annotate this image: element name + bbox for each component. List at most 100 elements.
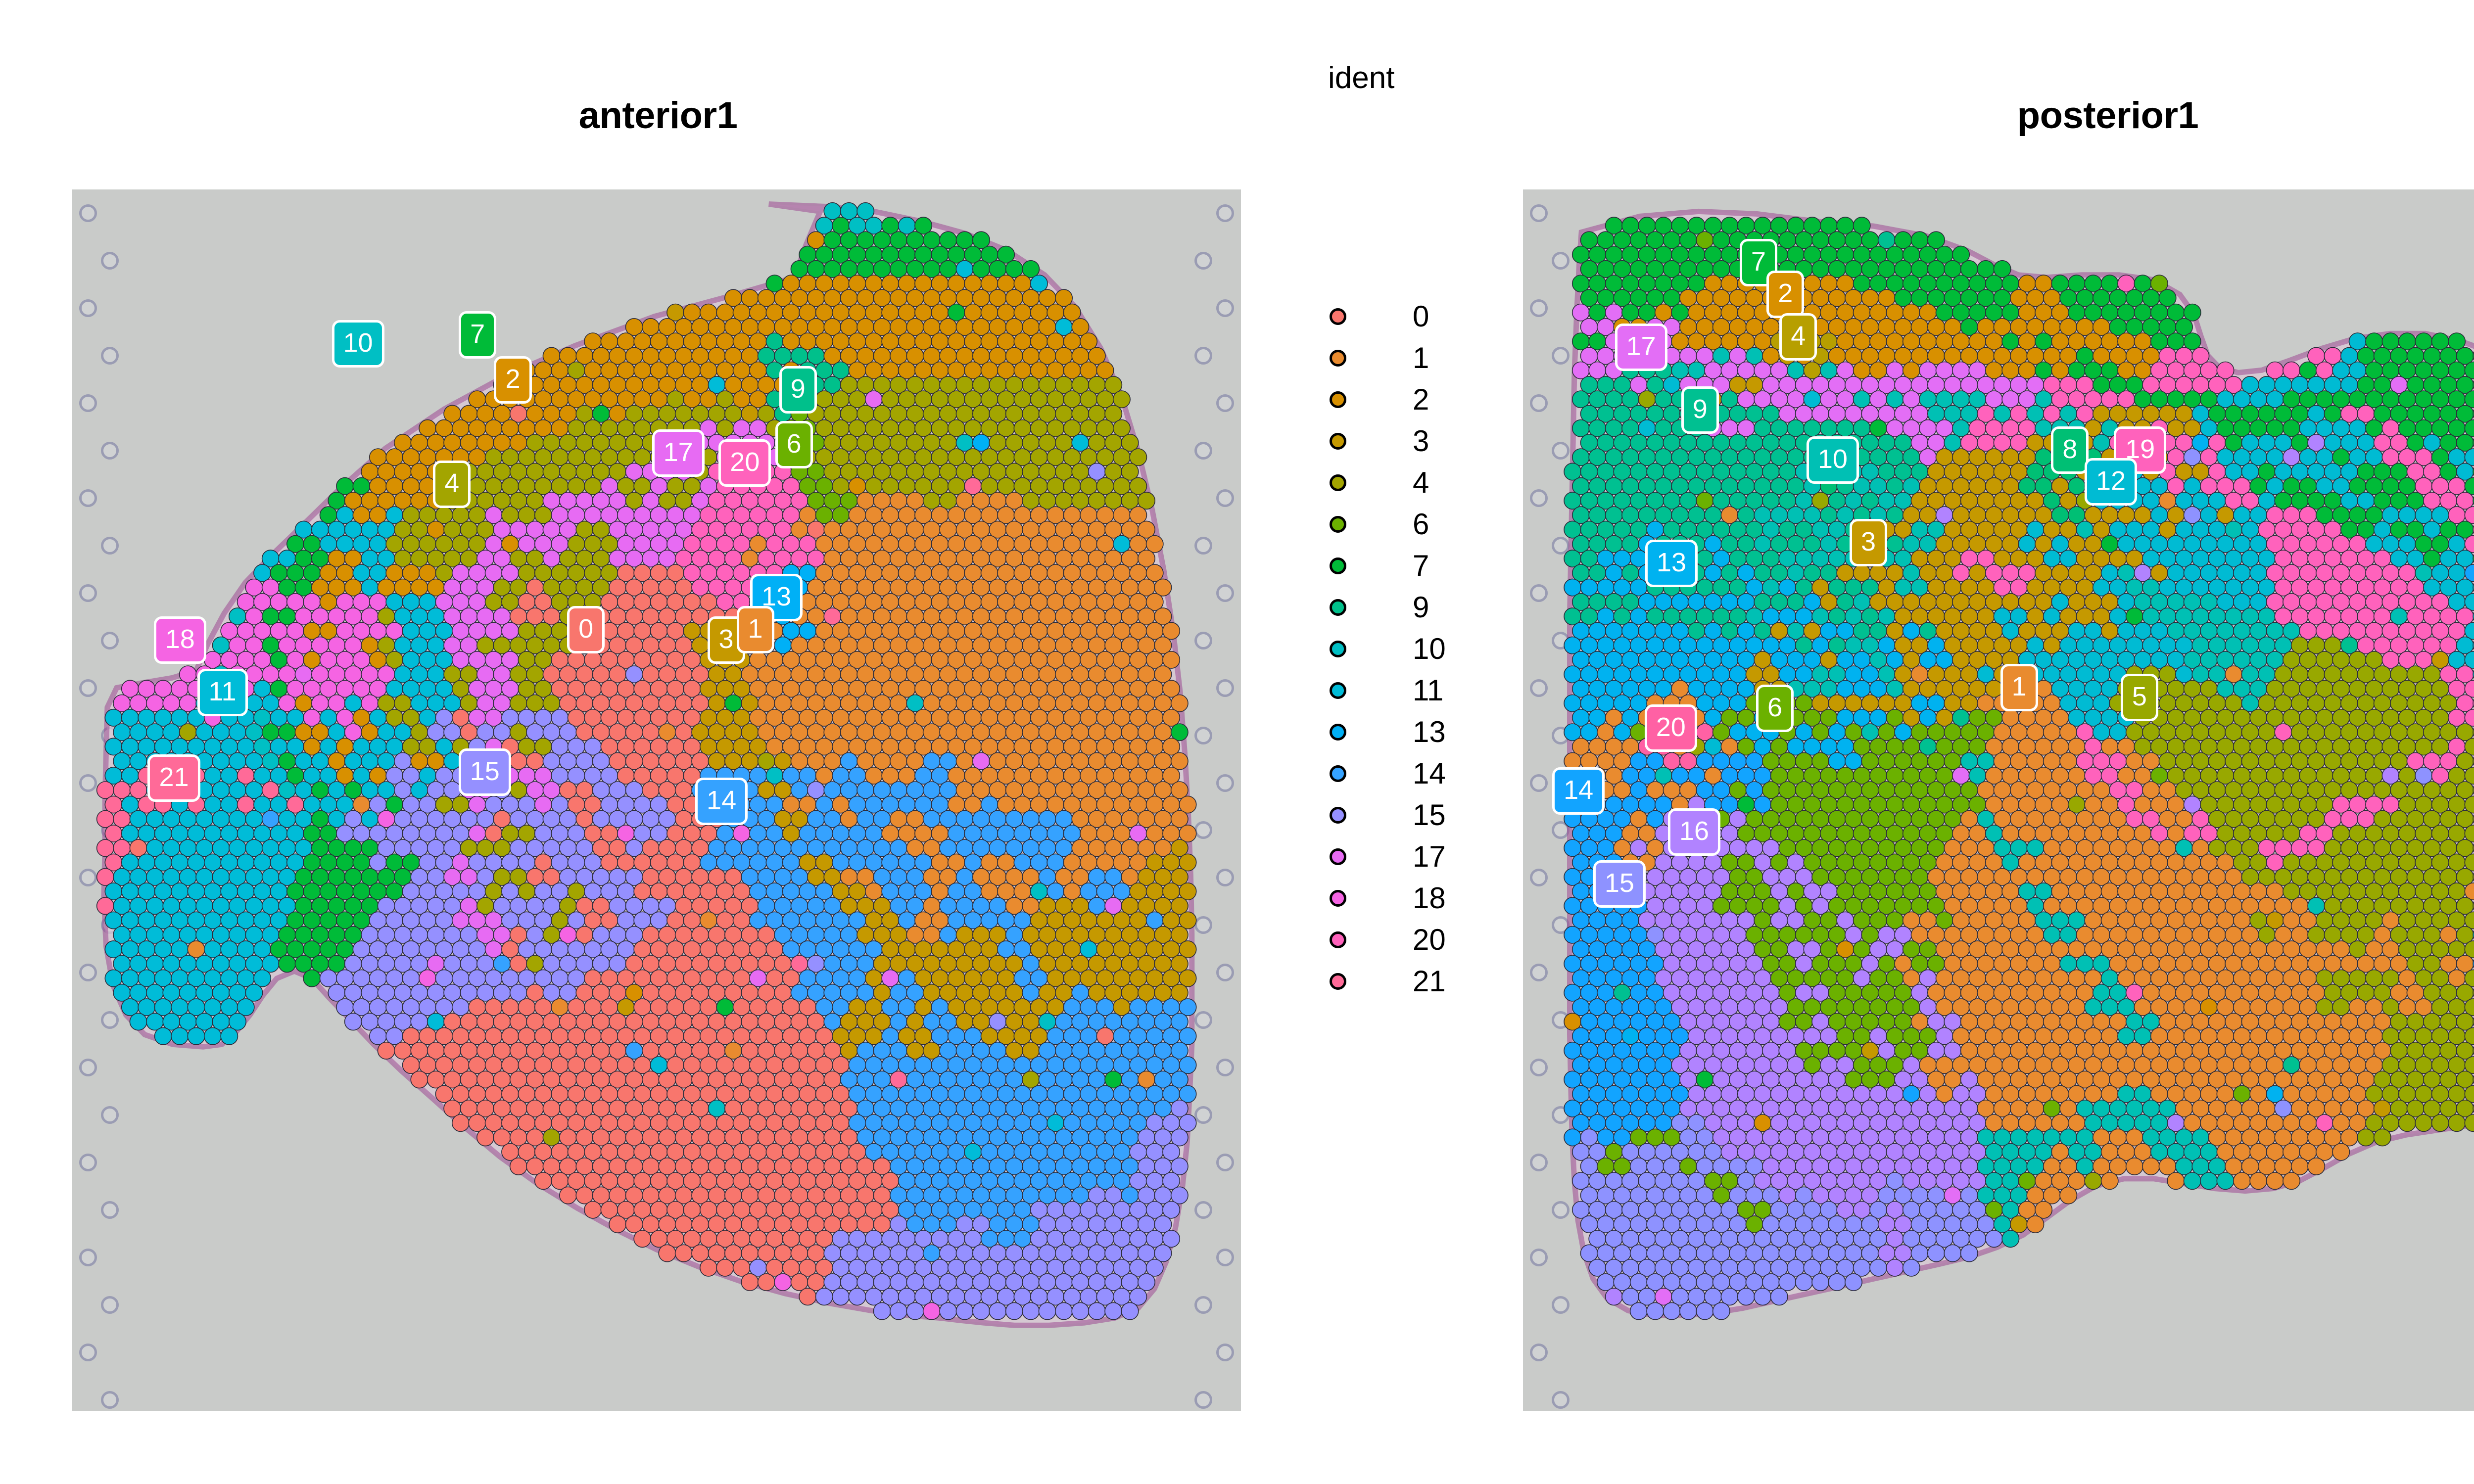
fiducial-marker: [101, 1201, 119, 1219]
cluster-label-17[interactable]: 17: [1615, 323, 1667, 371]
fiducial-marker: [101, 536, 119, 555]
legend-item-label: 14: [1413, 757, 1446, 790]
legend-item-label: 3: [1413, 424, 1429, 458]
cluster-label-15[interactable]: 15: [1593, 860, 1646, 908]
fiducial-marker: [101, 1106, 119, 1124]
legend-color-dot: [1330, 641, 1346, 657]
spot-group: [1564, 217, 2474, 1320]
cluster-label-8[interactable]: 8: [2051, 426, 2089, 474]
fiducial-marker: [79, 1344, 97, 1362]
cluster-label-18[interactable]: 18: [153, 616, 206, 664]
legend-color-dot: [1330, 433, 1346, 450]
fiducial-marker: [1530, 1059, 1548, 1077]
fiducial-marker: [101, 441, 119, 460]
legend-item-label: 2: [1413, 383, 1429, 416]
cluster-label-14[interactable]: 14: [695, 777, 748, 825]
cluster-label-6[interactable]: 6: [775, 421, 813, 469]
legend-color-dot: [1330, 599, 1346, 616]
fiducial-marker: [1216, 584, 1234, 602]
cluster-label-15[interactable]: 15: [458, 748, 511, 796]
cluster-label-7[interactable]: 7: [459, 311, 497, 359]
fiducial-marker: [79, 1059, 97, 1077]
panel-title-anterior1: anterior1: [578, 94, 738, 137]
legend-item-label: 15: [1413, 798, 1446, 832]
legend-title-anterior1: ident: [1328, 61, 1395, 95]
legend-item-label: 9: [1413, 591, 1429, 624]
fiducial-marker: [101, 1011, 119, 1029]
legend-color-dot: [1330, 516, 1346, 533]
legend-item-label: 0: [1413, 300, 1429, 333]
legend-item-label: 10: [1413, 632, 1446, 665]
cluster-label-2[interactable]: 2: [494, 356, 532, 404]
legend-color-dot: [1330, 931, 1346, 948]
legend-color-dot: [1330, 308, 1346, 325]
legend-color-dot: [1330, 557, 1346, 574]
fiducial-marker: [1194, 1201, 1212, 1219]
fiducial-marker: [101, 346, 119, 365]
fiducial-marker: [79, 869, 97, 887]
legend-color-dot: [1330, 474, 1346, 491]
fiducial-marker: [1530, 774, 1548, 792]
fiducial-marker: [79, 299, 97, 317]
fiducial-marker: [1194, 536, 1212, 555]
fiducial-marker: [1530, 1249, 1548, 1267]
fiducial-marker: [79, 1249, 97, 1267]
legend-item-label: 13: [1413, 715, 1446, 748]
fiducial-marker: [79, 679, 97, 697]
spatial-panel-anterior1[interactable]: 10 7 2 9 6 17 20 4 13 0 3 1 18 11 21 15 14: [72, 189, 1241, 1411]
cluster-label-16[interactable]: 16: [1667, 808, 1721, 856]
fiducial-marker: [1216, 964, 1234, 982]
fiducial-marker: [1530, 394, 1548, 412]
fiducial-marker: [1194, 726, 1212, 744]
fiducial-marker: [1194, 631, 1212, 649]
fiducial-marker: [1216, 1059, 1234, 1077]
fiducial-marker: [1194, 251, 1212, 270]
fiducial-marker: [1194, 916, 1212, 934]
fiducial-marker: [1216, 299, 1234, 317]
fiducial-marker: [1552, 346, 1570, 365]
fiducial-marker: [1216, 1154, 1234, 1172]
fiducial-marker: [101, 631, 119, 649]
cluster-label-12[interactable]: 12: [2085, 458, 2138, 506]
cluster-label-14[interactable]: 14: [1552, 767, 1605, 815]
cluster-label-10[interactable]: 10: [332, 320, 384, 368]
cluster-label-13[interactable]: 13: [1645, 539, 1698, 587]
cluster-label-1[interactable]: 1: [736, 606, 774, 654]
cluster-label-10[interactable]: 10: [1806, 436, 1859, 484]
cluster-label-9[interactable]: 9: [1681, 386, 1719, 434]
cluster-label-13[interactable]: 13: [750, 573, 803, 621]
cluster-label-17[interactable]: 17: [652, 429, 705, 477]
cluster-label-20[interactable]: 20: [718, 439, 771, 487]
cluster-label-4[interactable]: 4: [433, 461, 471, 509]
fiducial-marker: [1530, 964, 1548, 982]
legend-color-dot: [1330, 682, 1346, 699]
spot-layer-posterior1: [1564, 208, 2474, 1320]
legend-item-label: 20: [1413, 923, 1446, 956]
cluster-label-0[interactable]: 0: [567, 606, 605, 654]
legend-color-dot: [1330, 890, 1346, 907]
legend-item-label: 17: [1413, 840, 1446, 873]
legend-color-dot: [1330, 848, 1346, 865]
fiducial-marker: [1194, 346, 1212, 365]
legend-color-dot: [1330, 724, 1346, 741]
spot-layer-anterior1: [96, 201, 1197, 1328]
cluster-label-9[interactable]: 9: [779, 366, 817, 414]
cluster-label-6[interactable]: 6: [1756, 685, 1794, 733]
cluster-label-11[interactable]: 11: [197, 669, 248, 717]
fiducial-marker: [101, 251, 119, 270]
cluster-label-1[interactable]: 1: [2000, 664, 2038, 712]
fiducial-marker: [1530, 869, 1548, 887]
cluster-label-5[interactable]: 5: [2120, 674, 2158, 722]
fiducial-marker: [1530, 1344, 1548, 1362]
cluster-label-4[interactable]: 4: [1779, 313, 1817, 361]
fiducial-marker: [1216, 1344, 1234, 1362]
fiducial-marker: [79, 774, 97, 792]
spatial-panel-posterior1[interactable]: 7 2 4 17 9 10 8 19 12 3 13 1 5 6 20 14 16 15: [1523, 189, 2474, 1411]
cluster-label-2[interactable]: 2: [1766, 271, 1805, 319]
cluster-label-20[interactable]: 20: [1644, 704, 1697, 752]
fiducial-marker: [1194, 441, 1212, 460]
cluster-label-21[interactable]: 21: [147, 754, 200, 802]
fiducial-marker: [1216, 869, 1234, 887]
fiducial-marker: [1216, 679, 1234, 697]
cluster-label-3[interactable]: 3: [1849, 518, 1887, 566]
